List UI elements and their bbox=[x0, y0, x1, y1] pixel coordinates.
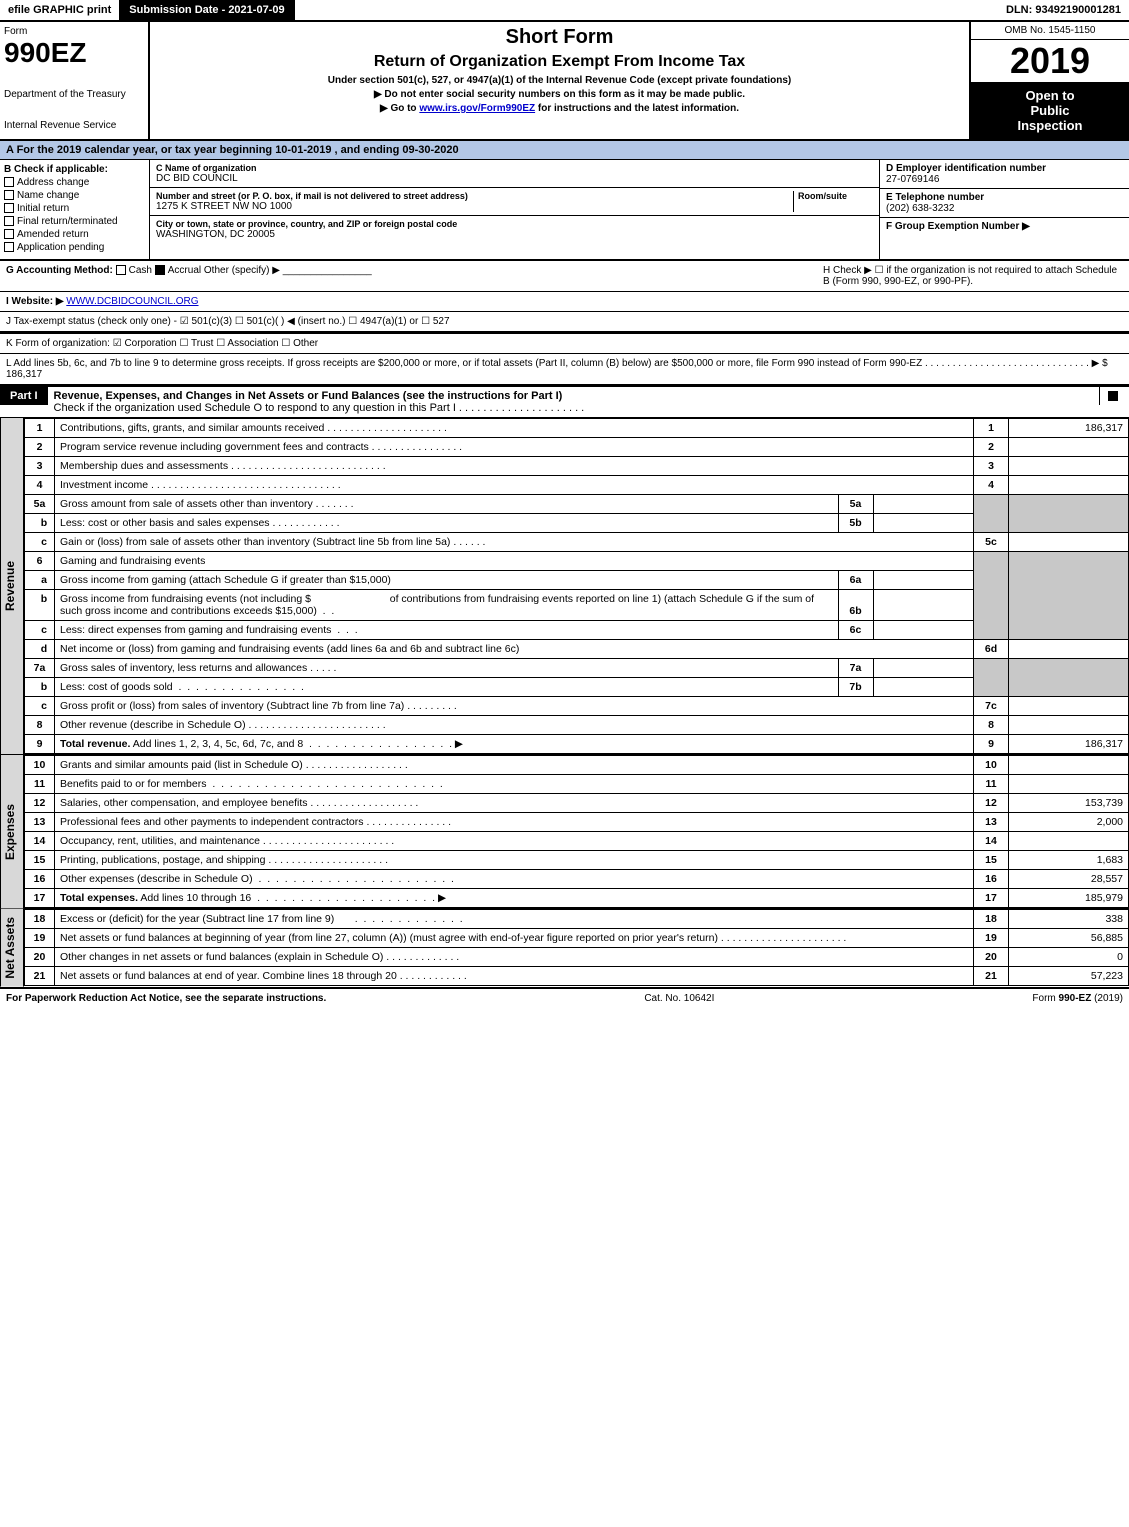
e-label: E Telephone number bbox=[886, 192, 1123, 203]
dept-label: Department of the Treasury bbox=[4, 89, 144, 100]
inspection-line3: Inspection bbox=[975, 118, 1125, 133]
net-assets-section: Net Assets 18Excess or (deficit) for the… bbox=[0, 909, 1129, 988]
address-change-check[interactable]: Address change bbox=[4, 177, 145, 188]
efile-label[interactable]: efile GRAPHIC print bbox=[0, 0, 119, 20]
row-k: K Form of organization: ☑ Corporation ☐ … bbox=[0, 332, 1129, 354]
street: 1275 K STREET NW NO 1000 bbox=[156, 201, 793, 212]
org-name: DC BID COUNCIL bbox=[156, 173, 873, 184]
amended-return-check[interactable]: Amended return bbox=[4, 229, 145, 240]
footer: For Paperwork Reduction Act Notice, see … bbox=[0, 988, 1129, 1008]
initial-return-check[interactable]: Initial return bbox=[4, 203, 145, 214]
b-label: B Check if applicable: bbox=[4, 164, 145, 175]
expenses-section: Expenses 10Grants and similar amounts pa… bbox=[0, 755, 1129, 909]
part1-title: Revenue, Expenses, and Changes in Net As… bbox=[54, 390, 563, 402]
section-d-e-f: D Employer identification number 27-0769… bbox=[879, 160, 1129, 259]
entity-section: B Check if applicable: Address change Na… bbox=[0, 160, 1129, 261]
city: WASHINGTON, DC 20005 bbox=[156, 229, 873, 240]
row-j: J Tax-exempt status (check only one) - ☑… bbox=[0, 312, 1129, 332]
form-subtitle: Return of Organization Exempt From Incom… bbox=[154, 53, 965, 71]
final-return-check[interactable]: Final return/terminated bbox=[4, 216, 145, 227]
inspection-badge: Open to Public Inspection bbox=[971, 82, 1129, 139]
net-assets-table: 18Excess or (deficit) for the year (Subt… bbox=[24, 909, 1129, 986]
under-section: Under section 501(c), 527, or 4947(a)(1)… bbox=[154, 75, 965, 86]
part1-check-note: Check if the organization used Schedule … bbox=[54, 402, 456, 414]
header-right: OMB No. 1545-1150 2019 Open to Public In… bbox=[969, 22, 1129, 139]
footer-mid: Cat. No. 10642I bbox=[326, 993, 1032, 1004]
application-pending-check[interactable]: Application pending bbox=[4, 242, 145, 253]
irs-label: Internal Revenue Service bbox=[4, 120, 144, 131]
room-label: Room/suite bbox=[798, 191, 873, 201]
inspection-line2: Public bbox=[975, 103, 1125, 118]
header-left: Form 990EZ Department of the Treasury In… bbox=[0, 22, 150, 139]
dln: DLN: 93492190001281 bbox=[998, 0, 1129, 20]
form-word: Form bbox=[4, 26, 144, 37]
ssn-warning: ▶ Do not enter social security numbers o… bbox=[154, 89, 965, 100]
street-label: Number and street (or P. O. box, if mail… bbox=[156, 191, 793, 201]
ein: 27-0769146 bbox=[886, 174, 1123, 185]
revenue-table: 1Contributions, gifts, grants, and simil… bbox=[24, 418, 1129, 754]
h-label: H Check ▶ ☐ if the organization is not r… bbox=[823, 265, 1123, 287]
name-change-check[interactable]: Name change bbox=[4, 190, 145, 201]
city-label: City or town, state or province, country… bbox=[156, 219, 873, 229]
part1-label: Part I bbox=[0, 387, 48, 405]
row-i: I Website: ▶ WWW.DCBIDCOUNCIL.ORG bbox=[0, 292, 1129, 312]
footer-right: Form 990-EZ (2019) bbox=[1032, 993, 1123, 1004]
header-mid: Short Form Return of Organization Exempt… bbox=[150, 22, 969, 139]
i-label: I Website: ▶ bbox=[6, 296, 64, 307]
fiscal-year-row: A For the 2019 calendar year, or tax yea… bbox=[0, 141, 1129, 160]
submission-date: Submission Date - 2021-07-09 bbox=[119, 0, 294, 20]
g-label: G Accounting Method: bbox=[6, 265, 113, 276]
omb-number: OMB No. 1545-1150 bbox=[971, 22, 1129, 40]
part1-header: Part I Revenue, Expenses, and Changes in… bbox=[0, 385, 1129, 418]
expenses-table: 10Grants and similar amounts paid (list … bbox=[24, 755, 1129, 908]
form-title: Short Form bbox=[154, 26, 965, 49]
irs-url[interactable]: www.irs.gov/Form990EZ bbox=[419, 103, 535, 114]
d-label: D Employer identification number bbox=[886, 163, 1123, 174]
part1-schedule-o-check[interactable] bbox=[1099, 387, 1129, 405]
accrual-check[interactable] bbox=[155, 265, 165, 275]
row-g-h: G Accounting Method: Cash Accrual Other … bbox=[0, 261, 1129, 292]
phone: (202) 638-3232 bbox=[886, 203, 1123, 214]
revenue-section: Revenue 1Contributions, gifts, grants, a… bbox=[0, 418, 1129, 755]
expenses-sidebar: Expenses bbox=[0, 755, 24, 908]
net-assets-sidebar: Net Assets bbox=[0, 909, 24, 987]
f-label: F Group Exemption Number ▶ bbox=[886, 221, 1123, 232]
revenue-sidebar: Revenue bbox=[0, 418, 24, 754]
c-label: C Name of organization bbox=[156, 163, 873, 173]
cash-check[interactable] bbox=[116, 265, 126, 275]
footer-left: For Paperwork Reduction Act Notice, see … bbox=[6, 993, 326, 1004]
inspection-line1: Open to bbox=[975, 88, 1125, 103]
section-b: B Check if applicable: Address change Na… bbox=[0, 160, 150, 259]
row-l: L Add lines 5b, 6c, and 7b to line 9 to … bbox=[0, 354, 1129, 385]
form-header: Form 990EZ Department of the Treasury In… bbox=[0, 22, 1129, 141]
section-c: C Name of organization DC BID COUNCIL Nu… bbox=[150, 160, 879, 259]
top-bar: efile GRAPHIC print Submission Date - 20… bbox=[0, 0, 1129, 22]
tax-year: 2019 bbox=[971, 40, 1129, 82]
website-link[interactable]: WWW.DCBIDCOUNCIL.ORG bbox=[66, 296, 198, 307]
goto-link: ▶ Go to www.irs.gov/Form990EZ for instru… bbox=[154, 103, 965, 114]
form-number: 990EZ bbox=[4, 37, 144, 69]
